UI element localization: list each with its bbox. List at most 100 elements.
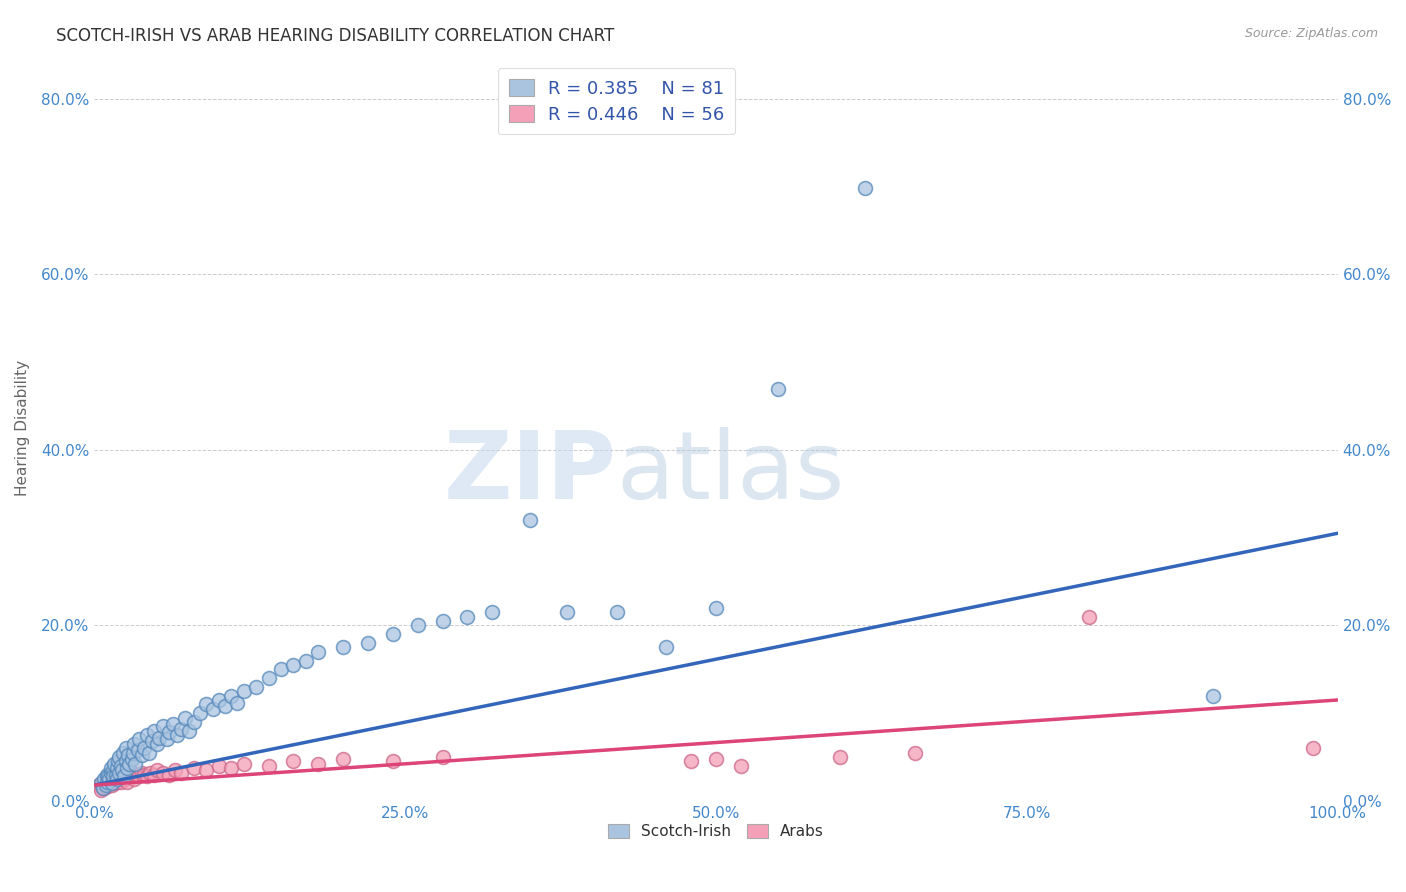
Point (101, 776, 124, 790)
Point (121, 752, 143, 766)
Point (107, 755, 129, 769)
Point (165, 763, 187, 777)
Point (90, 783, 112, 797)
Point (101, 772, 124, 786)
Point (114, 767, 136, 781)
Point (118, 757, 141, 772)
Point (128, 732, 150, 747)
Point (101, 769, 124, 783)
Point (135, 769, 157, 783)
Point (704, 752, 727, 766)
Point (134, 767, 156, 781)
Point (381, 755, 404, 769)
Point (245, 680, 267, 694)
Point (766, 382, 789, 396)
Point (96, 772, 118, 786)
Point (295, 653, 318, 667)
Text: SCOTCH-IRISH VS ARAB HEARING DISABILITY CORRELATION CHART: SCOTCH-IRISH VS ARAB HEARING DISABILITY … (56, 27, 614, 45)
Point (456, 609, 478, 624)
Point (122, 772, 145, 786)
Point (177, 723, 200, 738)
Point (101, 778, 124, 792)
Point (166, 728, 188, 742)
Point (307, 757, 329, 772)
Point (98, 776, 121, 790)
Point (98, 772, 121, 786)
Point (121, 765, 143, 780)
Point (1078, 609, 1101, 624)
Point (219, 760, 242, 774)
Point (170, 765, 193, 780)
Point (432, 614, 454, 628)
Point (183, 714, 205, 729)
Point (257, 671, 280, 685)
Point (1302, 741, 1324, 756)
Point (124, 757, 146, 772)
Point (131, 748, 153, 763)
Point (101, 763, 124, 777)
Point (93, 774, 115, 789)
Point (195, 698, 218, 712)
Point (100, 765, 122, 780)
Point (122, 746, 145, 760)
Point (157, 725, 180, 739)
Point (155, 732, 177, 747)
Point (115, 760, 138, 774)
Point (97, 778, 120, 792)
Point (110, 759, 132, 773)
Point (97, 769, 120, 783)
Point (830, 750, 852, 764)
Point (103, 776, 125, 790)
Point (93, 772, 115, 786)
Point (704, 600, 727, 615)
Legend: Scotch-Irish, Arabs: Scotch-Irish, Arabs (602, 818, 831, 846)
Point (139, 765, 162, 780)
Point (108, 750, 131, 764)
Point (91, 780, 114, 795)
Point (232, 684, 254, 698)
Point (406, 618, 429, 632)
Point (112, 765, 135, 780)
Point (115, 774, 138, 789)
Point (100, 774, 122, 789)
Point (107, 772, 129, 786)
Point (96, 767, 118, 781)
Point (111, 769, 134, 783)
Point (90, 776, 112, 790)
Point (904, 746, 927, 760)
Point (108, 767, 131, 781)
Point (170, 722, 193, 736)
Point (143, 723, 166, 738)
Point (89, 778, 111, 792)
Point (114, 755, 136, 769)
Point (112, 769, 135, 783)
Point (131, 765, 153, 780)
Point (332, 640, 354, 655)
Text: Source: ZipAtlas.com: Source: ZipAtlas.com (1244, 27, 1378, 40)
Point (148, 731, 170, 745)
Point (145, 737, 167, 751)
Point (91, 780, 114, 795)
Point (157, 767, 180, 781)
Point (141, 734, 163, 748)
Point (128, 769, 150, 783)
Point (135, 728, 157, 742)
Point (122, 737, 145, 751)
Point (143, 767, 166, 781)
Point (188, 706, 211, 720)
Point (105, 772, 128, 786)
Point (201, 702, 224, 716)
Point (111, 763, 134, 777)
Point (195, 763, 218, 777)
Text: atlas: atlas (617, 426, 845, 519)
Point (138, 746, 160, 760)
Point (1202, 689, 1225, 703)
Point (332, 752, 354, 766)
Point (481, 605, 503, 619)
Point (357, 636, 380, 650)
Text: ZIP: ZIP (444, 426, 617, 519)
Point (108, 765, 131, 780)
Point (103, 757, 125, 772)
Point (555, 605, 578, 619)
Point (105, 760, 128, 774)
